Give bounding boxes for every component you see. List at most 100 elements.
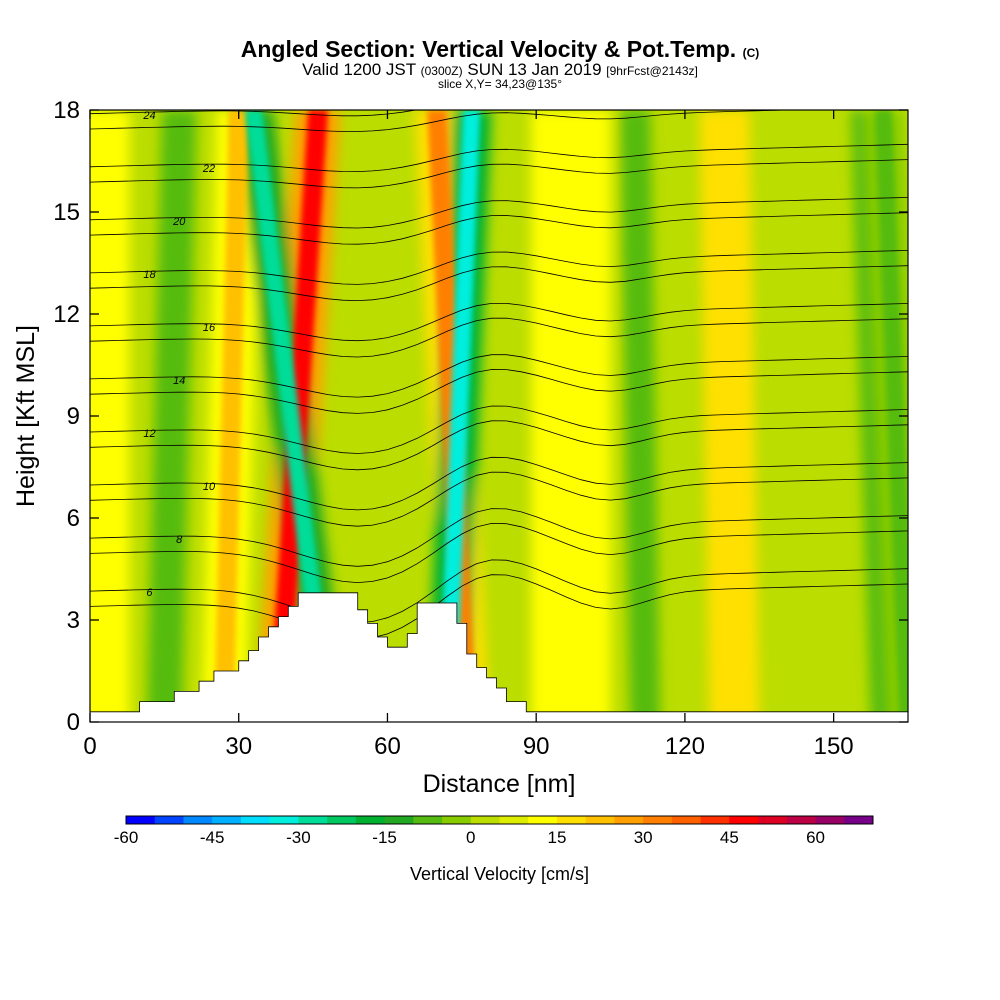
theta-contour-12-0 — [90, 420, 908, 471]
colorbar-swatch-16 — [585, 816, 615, 824]
theta-contour-22-0 — [90, 159, 908, 189]
theta-contour-6-0 — [90, 574, 908, 640]
updraft-core-2 — [213, 110, 249, 722]
y-axis-label: Height [Kft MSL] — [12, 325, 40, 507]
forecast-info: [9hrFcst@2143z] — [606, 64, 698, 78]
valid-utc: (0300Z) — [420, 64, 463, 78]
colorbar-tick--30: -30 — [286, 828, 311, 847]
colorbar-tick--60: -60 — [114, 828, 139, 847]
ytick-label-3: 3 — [67, 607, 80, 634]
contour-label-6: 6 — [146, 587, 153, 599]
colorbar-swatch-3 — [212, 816, 242, 824]
xtick-label-0: 0 — [83, 733, 96, 760]
contour-label-22: 22 — [202, 163, 215, 175]
updraft-core-2-core — [213, 110, 249, 722]
colorbar-swatch-20 — [700, 816, 730, 824]
xtick-label-90: 90 — [523, 733, 550, 760]
colorbar-swatch-11 — [442, 816, 472, 824]
x-axis-label: Distance [nm] — [423, 770, 576, 798]
ytick-label-6: 6 — [67, 505, 80, 532]
theta-contour-18-1 — [90, 250, 908, 285]
title-units-mark: (C) — [742, 46, 760, 60]
colorbar-swatch-23 — [786, 816, 817, 824]
theta-contour-14-1 — [90, 354, 908, 398]
xtick-label-30: 30 — [225, 733, 252, 760]
colorbar-swatch-15 — [556, 816, 587, 824]
colorbar-frame — [125, 815, 874, 825]
colorbar-swatch-17 — [614, 816, 644, 824]
theta-contour-10-0 — [90, 471, 908, 527]
theta-contour-10-1 — [90, 456, 908, 511]
ytick-label-9: 9 — [67, 403, 80, 430]
colorbar-tick-0: 0 — [466, 828, 475, 847]
theta-contour-18-0 — [90, 265, 908, 302]
colorbar-tick--45: -45 — [200, 828, 225, 847]
contour-label-16: 16 — [203, 322, 216, 334]
theta-contour-8-1 — [90, 508, 908, 567]
colorbar-tick-15: 15 — [548, 828, 567, 847]
terrain-mask — [89, 592, 909, 723]
xtick-label-60: 60 — [374, 733, 401, 760]
colorbar-swatch-13 — [499, 816, 529, 824]
colorbar-swatch-0 — [126, 816, 156, 824]
theta-contour-22-1 — [90, 143, 908, 173]
colorbar-swatch-8 — [355, 816, 386, 824]
colorbar-tick-30: 30 — [634, 828, 653, 847]
colorbar-swatch-24 — [815, 816, 845, 824]
contour-label-10: 10 — [203, 481, 216, 493]
potential-temperature-contours: 6 8 10 12 14 16 18 20 22 24 — [90, 110, 908, 640]
colorbar-swatch-1 — [154, 816, 184, 824]
colorbar-tick-60: 60 — [806, 828, 825, 847]
ytick-label-15: 15 — [53, 199, 80, 226]
colorbar-swatch-19 — [671, 816, 702, 824]
colorbar-tick-45: 45 — [720, 828, 739, 847]
contour-label-12: 12 — [143, 428, 155, 440]
ytick-label-18: 18 — [53, 97, 80, 124]
theta-contour-6-1 — [90, 559, 908, 624]
chart-title: Angled Section: Vertical Velocity & Pot.… — [0, 36, 1000, 63]
theta-contour-20-0 — [90, 212, 908, 245]
contour-label-18: 18 — [143, 269, 156, 281]
vertical-velocity-field — [90, 110, 908, 722]
theta-contour-16-0 — [90, 317, 908, 358]
colorbar-title: Vertical Velocity [cm/s] — [410, 864, 589, 884]
contour-label-20: 20 — [172, 216, 186, 228]
valid-time-line: Valid 1200 JST (0300Z) SUN 13 Jan 2019 [… — [0, 60, 1000, 80]
ytick-label-0: 0 — [67, 709, 80, 736]
colorbar-swatch-22 — [758, 816, 788, 824]
colorbar: -60 -45 -30 -15 0 15 30 45 60 Vertical Velocity [… — [114, 815, 874, 884]
colorbar-swatch-12 — [470, 816, 500, 824]
theta-contour-20-1 — [90, 197, 908, 229]
colorbar-swatch-7 — [327, 816, 357, 824]
colorbar-swatch-4 — [240, 816, 271, 824]
theta-contour-14-0 — [90, 369, 908, 414]
downdraft-core-0-core — [244, 110, 337, 722]
colorbar-swatch-9 — [384, 816, 414, 824]
contour-label-8: 8 — [176, 534, 183, 546]
theta-contour-12-1 — [90, 405, 908, 454]
colorbar-swatch-21 — [729, 816, 759, 824]
valid-time: Valid 1200 JST — [302, 60, 416, 79]
chart-title-text: Angled Section: Vertical Velocity & Pot.… — [240, 36, 737, 62]
axes: 0 3 6 9 12 15 18 0 30 60 90 120 150 Distance [nm] Heig… — [12, 97, 908, 798]
band-weak-up-east — [531, 110, 611, 722]
colorbar-swatch-6 — [298, 816, 328, 824]
colorbar-swatch-25 — [844, 816, 874, 824]
band-weak-down-west — [147, 110, 197, 722]
contour-label-14: 14 — [173, 375, 185, 387]
ytick-label-12: 12 — [53, 301, 80, 328]
colorbar-swatch-5 — [269, 816, 299, 824]
terrain — [89, 592, 909, 723]
xtick-label-120: 120 — [665, 733, 705, 760]
band-weak-up-west — [90, 110, 130, 722]
theta-contour-24-1 — [90, 110, 418, 117]
theta-contour-8-0 — [90, 522, 908, 584]
band-weak-down-east — [620, 110, 661, 722]
colorbar-swatch-14 — [528, 816, 558, 824]
valid-date: SUN 13 Jan 2019 — [467, 60, 602, 79]
xtick-label-150: 150 — [814, 733, 854, 760]
slice-info: slice X,Y= 34,23@135° — [437, 77, 563, 91]
colorbar-tick--15: -15 — [372, 828, 397, 847]
theta-contour-16-1 — [90, 303, 908, 342]
